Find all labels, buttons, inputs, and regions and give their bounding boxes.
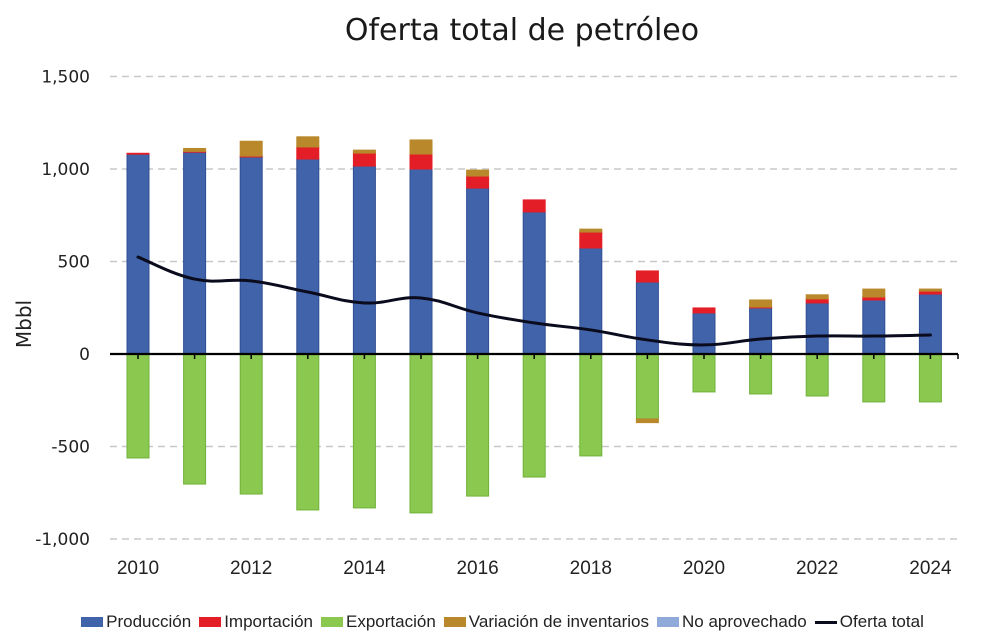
y-tick-label: 1,000 [41,160,90,180]
legend-item: Producción [81,612,191,632]
bar-importación-2014 [352,152,376,167]
bar-variación-de-inventarios-2011 [183,147,207,152]
bar-variación-de-inventarios-2016 [466,169,490,177]
bar-producción-2011 [183,151,207,355]
bar-producción-2019 [635,281,659,355]
bar-exportación-2014 [352,353,376,509]
legend-item: Exportación [321,612,436,632]
bar-importación-2016 [466,175,490,189]
y-tick-label: -500 [51,438,90,458]
bar-importación-2020 [692,307,716,314]
y-tick-label: 0 [79,345,90,365]
chart-title: Oferta total de petróleo [345,13,699,48]
x-axis-ticks: 2010 2012 2014 2016 2018 2020 2022 2024 [117,558,952,579]
bar-producción-2015 [409,168,433,355]
x-tick-label: 2010 [117,558,159,579]
bar-exportación-2021 [749,353,773,395]
y-tick-label: 1,500 [41,68,90,88]
bar-variación-de-inventarios-2013 [296,136,320,148]
bar-producción-2016 [466,187,490,355]
bar-variación-de-inventarios-2021 [749,299,773,308]
bars [126,136,942,514]
bar-importación-2022 [805,298,829,304]
legend-item: Oferta total [814,612,924,632]
legend-swatch [81,617,104,627]
y-axis-ticks: 1,500 1,000 500 0 -500 -1,000 [35,68,90,551]
legend-swatch [814,620,837,624]
line-series [136,255,932,347]
bar-exportación-2016 [466,353,490,497]
bar-exportación-2022 [805,353,829,397]
bar-variación-de-inventarios-2023 [862,288,886,298]
bar-exportación-2015 [409,353,433,514]
bar-producción-2012 [239,156,263,355]
bar-importación-2013 [296,146,320,160]
x-axis [110,352,959,359]
bar-producción-2022 [805,302,829,355]
legend-label: Importación [224,612,314,631]
bar-producción-2021 [749,307,773,355]
bar-producción-2014 [352,165,376,355]
legend-label: No aprovechado [681,612,807,631]
legend-label: Oferta total [839,612,924,631]
x-tick-label: 2012 [230,558,272,579]
bar-exportación-2010 [126,353,150,459]
y-tick-label: -1,000 [35,530,90,550]
legend: Producción Importación Exportación Variació… [0,612,1005,632]
bar-producción-2013 [296,158,320,355]
bar-variación-de-inventarios-2024 [918,288,942,292]
bar-importación-2018 [579,231,603,249]
legend-item: No aprovechado [656,612,807,632]
bar-variación-de-inventarios-2015 [409,139,433,155]
bar-producción-2018 [579,247,603,355]
x-tick-label: 2014 [343,558,386,579]
legend-swatch [443,617,466,627]
bar-importación-2015 [409,153,433,170]
bar-producción-2023 [862,299,886,355]
legend-label: Exportación [346,612,436,631]
line-oferta-total [136,255,932,347]
legend-swatch [656,617,679,627]
x-tick-label: 2018 [570,558,612,579]
x-tick-label: 2020 [683,558,725,579]
bar-exportación-2020 [692,353,716,393]
legend-item: Importación [199,612,313,632]
y-axis-label: Mbbl [12,300,36,348]
bar-producción-2010 [126,153,150,355]
bar-producción-2017 [522,211,546,355]
bar-variación-de-inventarios-2018 [579,228,603,233]
bar-variación-de-inventarios-2022 [805,294,829,300]
x-tick-label: 2024 [909,558,952,579]
bar-exportación-2024 [918,353,942,403]
bar-exportación-2018 [579,353,603,457]
bar-variación-de-inventarios-2014 [352,149,376,154]
bar-exportación-2017 [522,353,546,478]
legend-item: Variación de inventarios [443,612,649,632]
bar-producción-2024 [918,293,942,355]
bar-exportación-2011 [183,353,207,485]
legend-label: Producción [106,612,192,631]
bar-exportación-2023 [862,353,886,403]
bar-exportación-2012 [239,353,263,495]
x-tick-label: 2022 [796,558,838,579]
bar-importación-2010 [126,152,150,155]
bar-variación-de-inventarios-2019 [635,418,659,424]
bar-variación-de-inventarios-2012 [239,140,263,157]
legend-swatch [199,617,222,627]
bar-importación-2017 [522,199,546,213]
bar-importación-2019 [635,270,659,283]
x-tick-label: 2016 [456,558,498,579]
legend-label: Variación de inventarios [468,612,649,631]
chart: Oferta total de petróleo 1,500 1,000 500 0 -… [12,13,959,579]
bar-producción-2020 [692,312,716,355]
y-tick-label: 500 [58,253,90,273]
bar-exportación-2013 [296,353,320,511]
bar-exportación-2019 [635,353,659,420]
legend-swatch [321,617,344,627]
